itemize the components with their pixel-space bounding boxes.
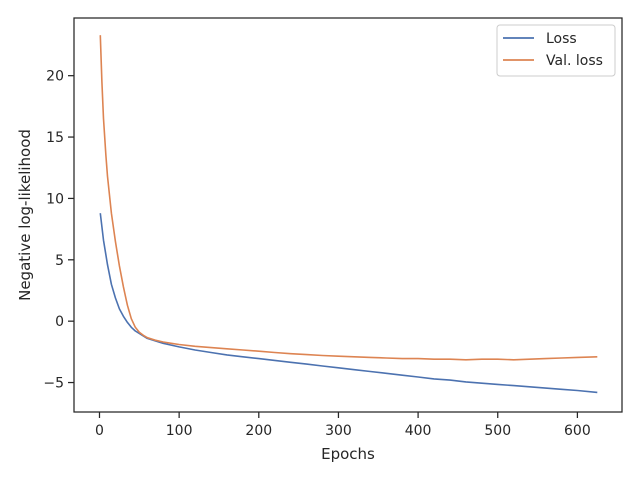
x-tick-label: 300 — [325, 423, 352, 439]
series-layer — [99, 35, 598, 394]
y-tick-label: 5 — [55, 253, 64, 269]
y-tick-label: −5 — [43, 376, 64, 392]
y-tick-label: 15 — [46, 130, 64, 146]
legend: Loss Val. loss — [496, 24, 616, 77]
y-tick-label: 0 — [55, 314, 64, 330]
x-tick-label: 400 — [405, 423, 432, 439]
y-axis-ticks: −5 0 5 10 15 20 — [43, 69, 74, 392]
x-tick-label: 200 — [245, 423, 272, 439]
x-tick-label: 600 — [564, 423, 591, 439]
legend-label-loss: Loss — [546, 31, 577, 47]
y-axis-label: Negative log-likelihood — [16, 129, 34, 301]
y-tick-label: 20 — [46, 69, 64, 85]
legend-label-val-loss: Val. loss — [546, 53, 603, 69]
x-axis-label: Epochs — [321, 445, 375, 463]
series-line-val-loss — [99, 35, 598, 361]
x-tick-label: 500 — [484, 423, 511, 439]
y-tick-label: 10 — [46, 191, 64, 207]
x-tick-label: 0 — [95, 423, 104, 439]
plot-area-frame — [73, 17, 623, 413]
x-tick-label: 100 — [166, 423, 193, 439]
series-line-loss — [99, 213, 598, 394]
x-axis-ticks: 0 100 200 300 400 500 600 — [95, 412, 591, 439]
